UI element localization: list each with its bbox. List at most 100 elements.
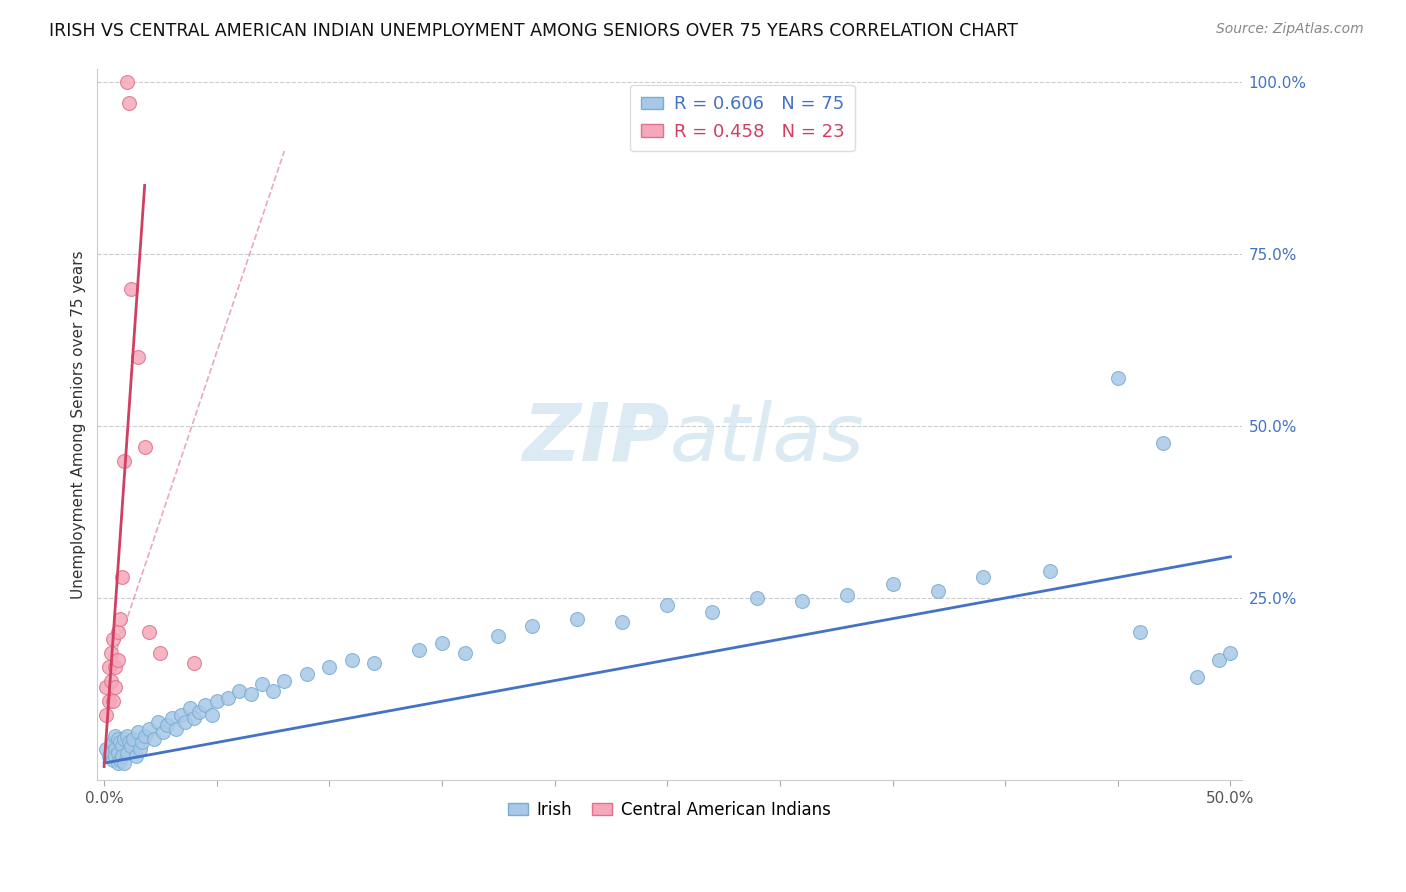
Point [201, 708, 224, 723]
Point [127, 351, 149, 365]
Point [97, 694, 120, 708]
Point [273, 673, 295, 688]
Point [111, 739, 134, 753]
Point [107, 732, 129, 747]
Point [120, 739, 142, 753]
Point [120, 282, 142, 296]
Point [97, 660, 120, 674]
Point [318, 660, 340, 674]
Point [1208, 653, 1230, 667]
Point [118, 735, 141, 749]
Point [363, 657, 385, 671]
Point [100, 673, 122, 688]
Point [129, 742, 152, 756]
Point [118, 95, 141, 110]
Point [97, 749, 120, 764]
Point [160, 711, 183, 725]
Point [115, 75, 138, 89]
Point [567, 612, 589, 626]
Point [100, 739, 122, 753]
Point [183, 711, 205, 725]
Point [108, 735, 131, 749]
Point [927, 584, 949, 599]
Point [612, 615, 634, 629]
Point [111, 570, 134, 584]
Point [142, 732, 165, 747]
Point [138, 722, 160, 736]
Point [228, 684, 250, 698]
Point [486, 629, 509, 643]
Point [152, 725, 174, 739]
Legend: Irish, Central American Indians: Irish, Central American Indians [502, 794, 838, 825]
Text: Source: ZipAtlas.com: Source: ZipAtlas.com [1216, 22, 1364, 37]
Point [112, 732, 135, 747]
Point [131, 735, 153, 749]
Point [882, 577, 904, 591]
Point [124, 749, 146, 764]
Point [250, 677, 273, 691]
Point [792, 594, 814, 608]
Point [165, 722, 187, 736]
Y-axis label: Unemployment Among Seniors over 75 years: Unemployment Among Seniors over 75 years [72, 250, 86, 599]
Point [96, 681, 118, 695]
Point [972, 570, 994, 584]
Point [104, 681, 127, 695]
Point [134, 729, 156, 743]
Point [430, 636, 453, 650]
Point [138, 625, 160, 640]
Point [217, 690, 239, 705]
Point [183, 657, 205, 671]
Text: ZIP: ZIP [522, 400, 669, 477]
Point [115, 746, 138, 760]
Point [1185, 670, 1208, 684]
Point [702, 605, 724, 619]
Point [194, 698, 217, 712]
Point [174, 714, 197, 729]
Point [747, 591, 769, 605]
Point [170, 708, 193, 723]
Point [107, 746, 129, 760]
Point [1129, 625, 1152, 640]
Point [520, 618, 543, 632]
Point [239, 687, 262, 701]
Point [112, 756, 135, 771]
Point [104, 742, 127, 756]
Point [1107, 371, 1129, 385]
Point [96, 708, 118, 723]
Text: atlas: atlas [669, 400, 865, 477]
Point [108, 612, 131, 626]
Point [107, 756, 129, 771]
Point [107, 653, 129, 667]
Point [100, 746, 122, 760]
Point [340, 653, 363, 667]
Point [107, 625, 129, 640]
Point [127, 725, 149, 739]
Point [122, 732, 145, 747]
Point [111, 749, 134, 764]
Point [295, 666, 318, 681]
Point [96, 742, 118, 756]
Point [104, 660, 127, 674]
Point [156, 718, 179, 732]
Point [134, 440, 156, 454]
Point [101, 632, 124, 647]
Point [657, 598, 679, 612]
Point [453, 646, 475, 660]
Point [108, 753, 131, 767]
Point [146, 714, 169, 729]
Point [101, 753, 124, 767]
Point [837, 588, 859, 602]
Point [1152, 436, 1174, 450]
Point [1219, 646, 1241, 660]
Point [112, 453, 135, 467]
Point [408, 642, 430, 657]
Point [179, 701, 201, 715]
Point [149, 646, 172, 660]
Point [262, 684, 284, 698]
Point [205, 694, 228, 708]
Point [115, 729, 138, 743]
Text: IRISH VS CENTRAL AMERICAN INDIAN UNEMPLOYMENT AMONG SENIORS OVER 75 YEARS CORREL: IRISH VS CENTRAL AMERICAN INDIAN UNEMPLO… [49, 22, 1018, 40]
Point [187, 705, 209, 719]
Point [101, 735, 124, 749]
Point [1039, 564, 1062, 578]
